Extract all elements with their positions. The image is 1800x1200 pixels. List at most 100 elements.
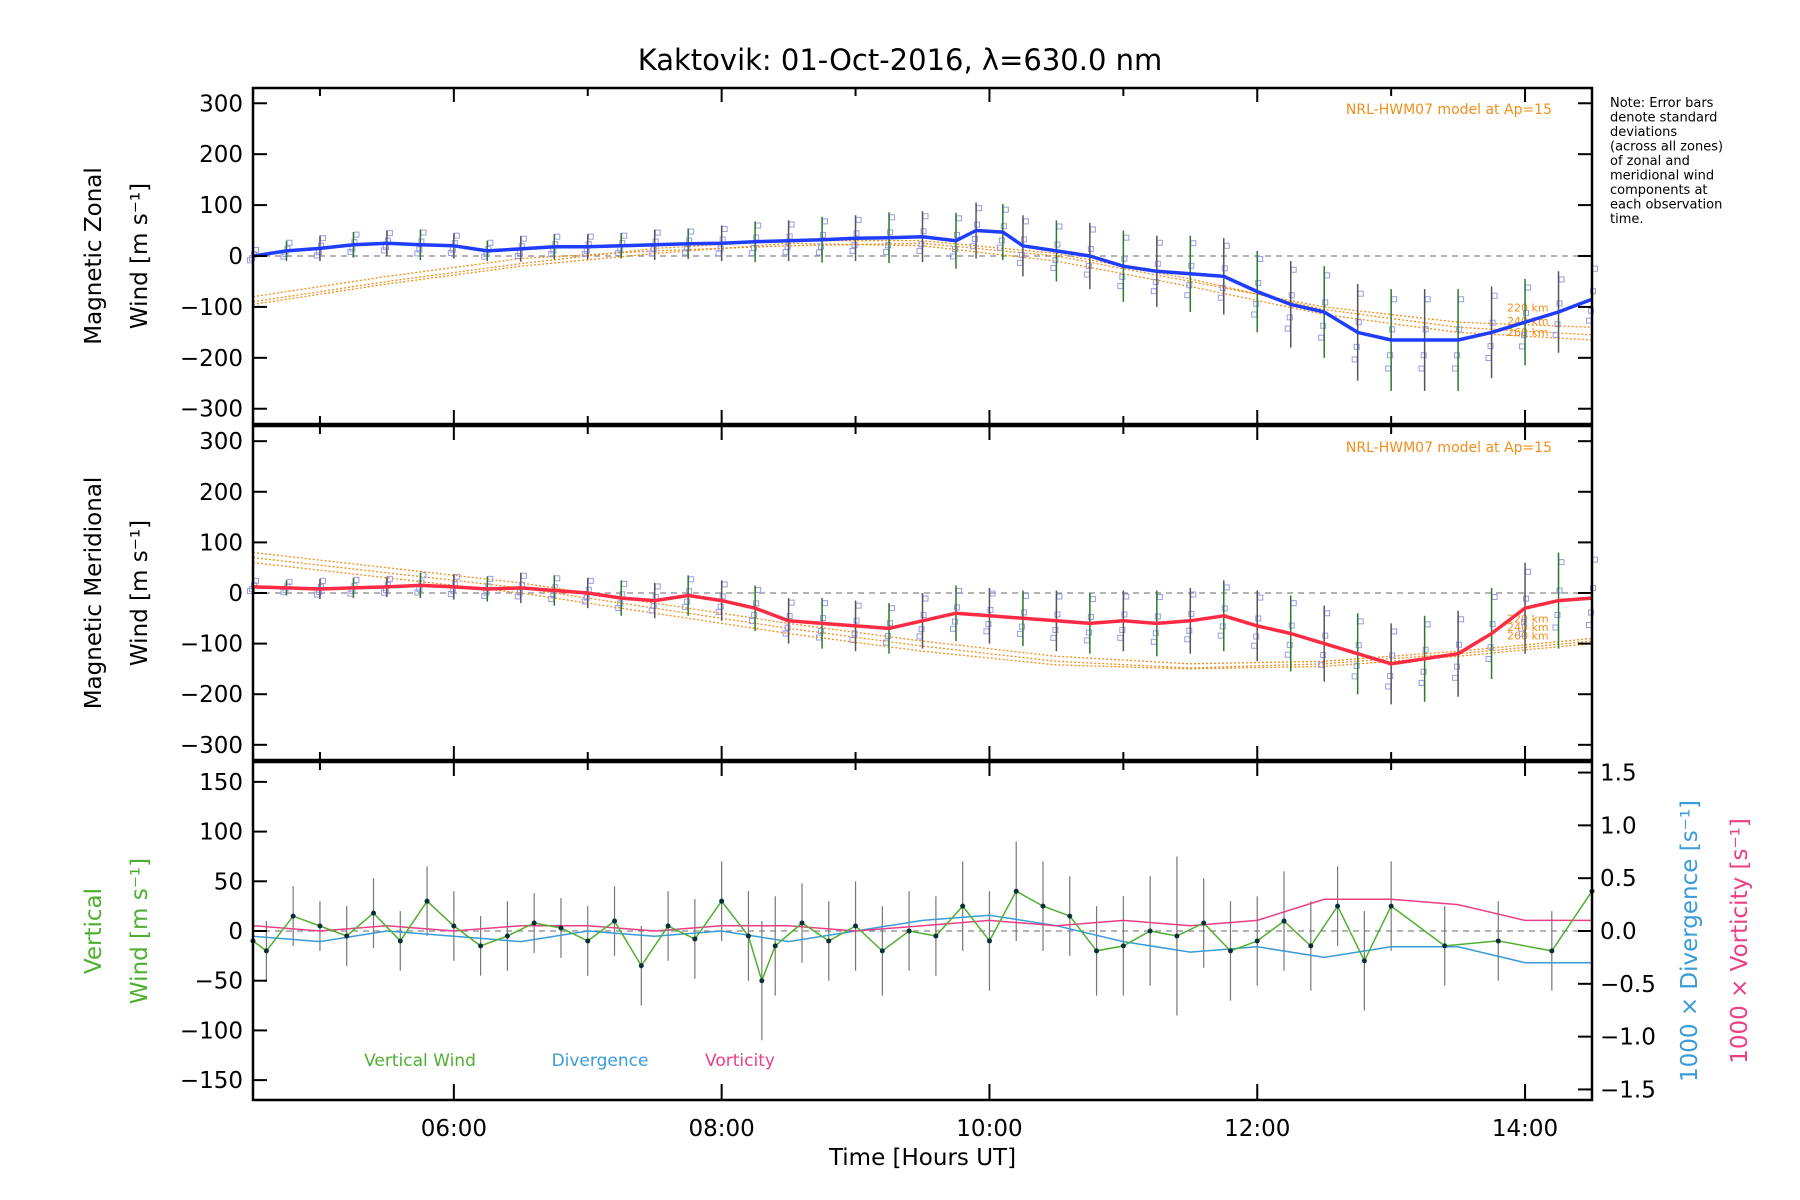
vertical-wind-point	[1361, 958, 1367, 964]
zone-point	[286, 239, 293, 246]
zone-point	[1385, 365, 1392, 372]
zone-point	[889, 605, 896, 612]
zone-point	[1186, 282, 1193, 289]
zone-point	[1320, 651, 1327, 658]
vertical-wind-point	[879, 948, 885, 954]
zone-point	[951, 618, 958, 625]
zone-point	[1351, 356, 1358, 363]
y-tick-label: −300	[180, 733, 243, 759]
zone-point	[1219, 623, 1226, 630]
zone-point	[1418, 679, 1425, 686]
zone-point	[1054, 611, 1061, 618]
zone-point	[1353, 662, 1360, 669]
y-tick-label: 0	[228, 244, 243, 270]
zone-point	[1085, 629, 1092, 636]
zone-point	[1554, 612, 1561, 619]
zone-point	[1355, 642, 1362, 649]
zone-point	[816, 249, 823, 256]
zone-point	[1121, 255, 1128, 262]
vertical-wind-point	[344, 933, 350, 939]
vertical-wind-point	[478, 943, 484, 949]
zone-point	[883, 248, 890, 255]
zone-point	[1290, 266, 1297, 273]
vertical-wind-point	[960, 903, 966, 909]
zone-point	[1083, 271, 1090, 278]
y-tick-label: 0	[228, 581, 243, 607]
y2-tick-label: 1.0	[1600, 813, 1637, 839]
zone-point	[1521, 332, 1528, 339]
zone-point	[1284, 325, 1291, 332]
zone-point	[554, 575, 561, 582]
zone-point	[855, 602, 862, 609]
zone-point	[1391, 296, 1398, 303]
zone-point	[1020, 236, 1027, 243]
x-axis-label: Time [Hours UT]	[828, 1145, 1016, 1171]
zone-point	[1020, 609, 1027, 616]
zone-point	[1322, 632, 1329, 639]
zone-point	[1221, 605, 1228, 612]
zone-point	[1454, 663, 1461, 670]
y-tick-label: 300	[199, 429, 243, 455]
vertical-wind-point	[317, 923, 323, 929]
zone-point	[717, 245, 724, 252]
zone-point	[788, 221, 795, 228]
zone-point	[918, 626, 925, 633]
y-tick-label: 50	[214, 869, 243, 895]
zone-point	[453, 232, 460, 239]
zone-point	[1255, 280, 1262, 287]
zone-point	[1286, 641, 1293, 648]
zone-point	[1050, 634, 1057, 641]
note-line: of zonal and	[1610, 154, 1690, 169]
zone-point	[715, 608, 722, 615]
zone-point	[1056, 223, 1063, 230]
zone-point	[650, 246, 657, 253]
vertical-wind-point	[986, 938, 992, 944]
vertical-wind-point	[638, 963, 644, 969]
zone-point	[1458, 296, 1465, 303]
x-tick-label: 08:00	[689, 1116, 755, 1142]
zone-point	[1387, 352, 1394, 359]
model-annotation: NRL-HWM07 model at Ap=15	[1346, 440, 1552, 456]
zone-point	[972, 235, 979, 242]
zone-point	[1123, 593, 1130, 600]
zone-point	[1487, 644, 1494, 651]
zone-point	[951, 246, 958, 253]
vertical-wind-point	[1495, 938, 1501, 944]
vertical-wind-point	[1174, 933, 1180, 939]
chart-title: Kaktovik: 01-Oct-2016, λ=630.0 nm	[638, 43, 1163, 77]
zone-point	[853, 230, 860, 237]
zone-point	[1521, 618, 1528, 625]
zone-point	[1156, 239, 1163, 246]
zone-point	[319, 235, 326, 242]
zone-point	[721, 581, 728, 588]
zone-point	[1385, 683, 1392, 690]
zone-point	[583, 594, 590, 601]
zone-point	[1251, 642, 1258, 649]
zone-point	[1089, 596, 1096, 603]
zone-point	[1253, 633, 1260, 640]
vertical-wind-point	[665, 923, 671, 929]
zone-point	[1150, 638, 1157, 645]
zone-point	[1556, 300, 1563, 307]
altitude-label: 240 km	[1507, 621, 1549, 634]
y-tick-label: 300	[199, 91, 243, 117]
vertical-wind-point	[531, 920, 537, 926]
zone-point	[550, 592, 557, 599]
zone-point	[1519, 343, 1526, 350]
note-line: meridional wind	[1610, 169, 1714, 184]
zone-point	[1389, 652, 1396, 659]
zone-point	[688, 576, 695, 583]
zone-point	[654, 583, 661, 590]
zone-point	[1523, 310, 1530, 317]
zone-point	[1452, 365, 1459, 372]
y-axis-label-line2: Wind [m s⁻¹]	[127, 858, 153, 1004]
zone-point	[1117, 283, 1124, 290]
vertical-wind-point	[933, 933, 939, 939]
zone-point	[1156, 594, 1163, 601]
zone-point	[1387, 672, 1394, 679]
zone-point	[953, 231, 960, 238]
